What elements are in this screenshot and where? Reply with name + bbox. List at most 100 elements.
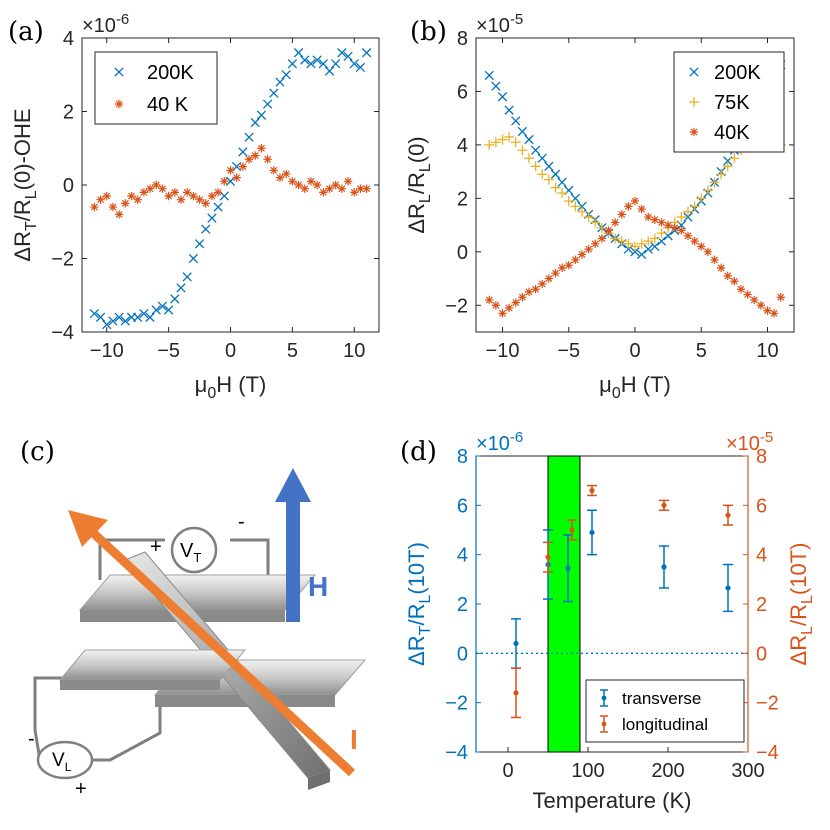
data-point [545, 554, 551, 560]
data-point [318, 59, 328, 69]
data-point [683, 231, 693, 240]
data-point [324, 66, 335, 76]
data-point [176, 283, 186, 293]
data-point [550, 169, 561, 179]
data-point [312, 180, 322, 190]
data-point [220, 177, 229, 186]
data-point [518, 293, 527, 302]
chart-d-ylabel-right: ΔRL/RL(10T) [786, 543, 816, 666]
data-point [623, 238, 634, 249]
x-tick-label: −10 [486, 340, 520, 362]
chart-b-legend: 200K 75K 40K [673, 51, 785, 153]
data-point [281, 169, 291, 179]
data-point [497, 92, 508, 102]
data-point [571, 255, 580, 265]
y-right-tick-label: 8 [756, 446, 767, 468]
data-point [544, 274, 554, 283]
x-tick-label: −5 [157, 340, 180, 362]
data-point [263, 155, 272, 164]
data-point [108, 316, 118, 326]
y-right-tick-label: 0 [756, 643, 767, 665]
data-point [617, 210, 626, 219]
data-point [337, 48, 347, 58]
data-point [550, 182, 561, 193]
data-point [288, 177, 297, 186]
data-point [281, 70, 291, 80]
data-point [96, 195, 105, 204]
data-point [164, 191, 173, 201]
data-point [189, 191, 198, 201]
data-point [95, 312, 106, 322]
data-point [610, 233, 621, 244]
data-point [504, 303, 514, 313]
legend-label: 40K [714, 122, 750, 144]
data-point [170, 188, 180, 197]
chart-d-xlabel: Temperature (K) [533, 788, 692, 813]
x-tick-label: 300 [731, 760, 764, 782]
x-tick-label: 0 [225, 340, 236, 362]
y-left-tick-label: 6 [457, 495, 468, 517]
legend-label: 200K [714, 62, 761, 84]
data-point [90, 202, 99, 212]
data-point [538, 279, 547, 289]
data-point [643, 236, 654, 247]
data-point [275, 77, 285, 87]
y-left-tick-label: −2 [445, 693, 468, 715]
data-point [517, 126, 528, 137]
data-point [511, 298, 520, 307]
data-point [683, 206, 693, 217]
legend-label: transverse [622, 689, 701, 708]
data-point [337, 184, 347, 193]
electrode-bar-back [78, 574, 317, 611]
data-point [650, 215, 660, 224]
data-point [102, 191, 111, 201]
data-point [244, 155, 254, 164]
legend-marker [114, 67, 124, 77]
data-point [630, 196, 640, 206]
vt-label: VT [180, 540, 201, 565]
data-point [201, 199, 210, 208]
data-point [743, 290, 752, 299]
data-point [696, 193, 707, 204]
data-point [736, 285, 746, 294]
legend-marker-dot [601, 695, 607, 701]
data-point [504, 131, 515, 142]
data-point [544, 161, 554, 171]
data-point [703, 247, 713, 257]
chart-a-xlabel: μ0H (T) [195, 372, 267, 402]
data-point [769, 309, 779, 318]
data-point [543, 174, 554, 185]
data-point [569, 527, 575, 533]
data-point [213, 202, 223, 212]
data-point [661, 502, 667, 508]
data-point [591, 239, 600, 248]
current-arrow-head [68, 510, 108, 547]
vt-meter [170, 526, 218, 574]
data-point [120, 316, 130, 326]
vl-wire-right [90, 680, 162, 762]
data-point [524, 134, 534, 145]
data-point [238, 147, 248, 157]
data-point [597, 234, 607, 243]
vl-wire-left [33, 676, 85, 761]
panel-b-letter: (b) [410, 17, 447, 47]
x-tick-label: 10 [756, 340, 778, 362]
data-point [170, 294, 180, 304]
data-point [636, 249, 647, 260]
panel-c-letter: (c) [20, 437, 55, 467]
data-point [683, 212, 693, 222]
vl-meter [36, 740, 94, 780]
vl-plus: + [75, 778, 87, 800]
x-tick-label: 5 [287, 340, 298, 362]
data-point [570, 201, 581, 212]
data-point [102, 319, 112, 330]
data-point [152, 180, 161, 190]
y-left-tick-label: 4 [457, 545, 468, 567]
data-point [262, 99, 273, 109]
data-point [589, 487, 595, 494]
data-point [287, 59, 298, 69]
data-point [636, 238, 647, 249]
data-point [356, 184, 365, 193]
